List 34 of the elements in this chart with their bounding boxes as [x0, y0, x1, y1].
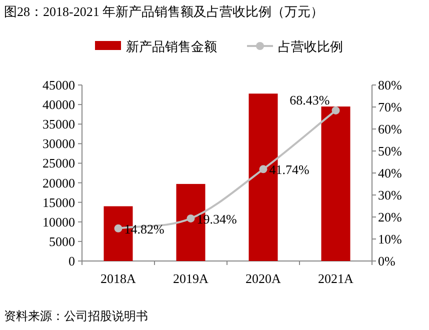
- legend-label: 新产品销售金额: [126, 39, 217, 54]
- y2-tick-label: 0%: [378, 254, 396, 268]
- y-tick-label: 15000: [42, 194, 75, 210]
- y2-tick-label: 10%: [378, 232, 402, 246]
- y-tick-label: 20000: [42, 175, 75, 190]
- annotation: 资料来源：公司招股说明书: [4, 309, 148, 323]
- y2-tick-label: 30%: [378, 188, 402, 202]
- x-tick-label: 2020A: [246, 271, 282, 286]
- point: [259, 165, 268, 174]
- title: 图28：2018-2021 年新产品销售额及占营收比例（万元）: [4, 4, 324, 19]
- bar: [321, 106, 350, 261]
- point: [114, 224, 122, 232]
- y2-tick-label: 80%: [378, 78, 402, 92]
- x-tick-label: 2021A: [318, 271, 354, 286]
- data-label: 14.82%: [124, 221, 164, 236]
- y-tick-label: 10000: [42, 214, 75, 230]
- y2-tick-label: 40%: [378, 166, 402, 180]
- y-tick-label: 25000: [42, 156, 75, 171]
- point: [332, 106, 340, 114]
- y-tick-label: 45000: [42, 78, 75, 92]
- legend-label: 占营收比例: [278, 39, 343, 54]
- y2-tick-label: 20%: [378, 210, 402, 224]
- y-tick-label: 5000: [49, 234, 75, 249]
- y2-tick-label: 70%: [378, 100, 402, 114]
- y-tick-label: 0: [68, 254, 75, 268]
- y-tick-label: 30000: [42, 136, 75, 152]
- y-tick-label: 40000: [42, 97, 75, 112]
- point: [186, 214, 195, 222]
- x-tick-label: 2018A: [100, 271, 137, 286]
- y2-tick-label: 50%: [378, 144, 402, 158]
- y-tick-label: 35000: [42, 116, 75, 132]
- y2-tick-label: 60%: [378, 122, 402, 136]
- x-tick-label: 2019A: [173, 271, 210, 286]
- data-label: 68.43%: [290, 92, 330, 108]
